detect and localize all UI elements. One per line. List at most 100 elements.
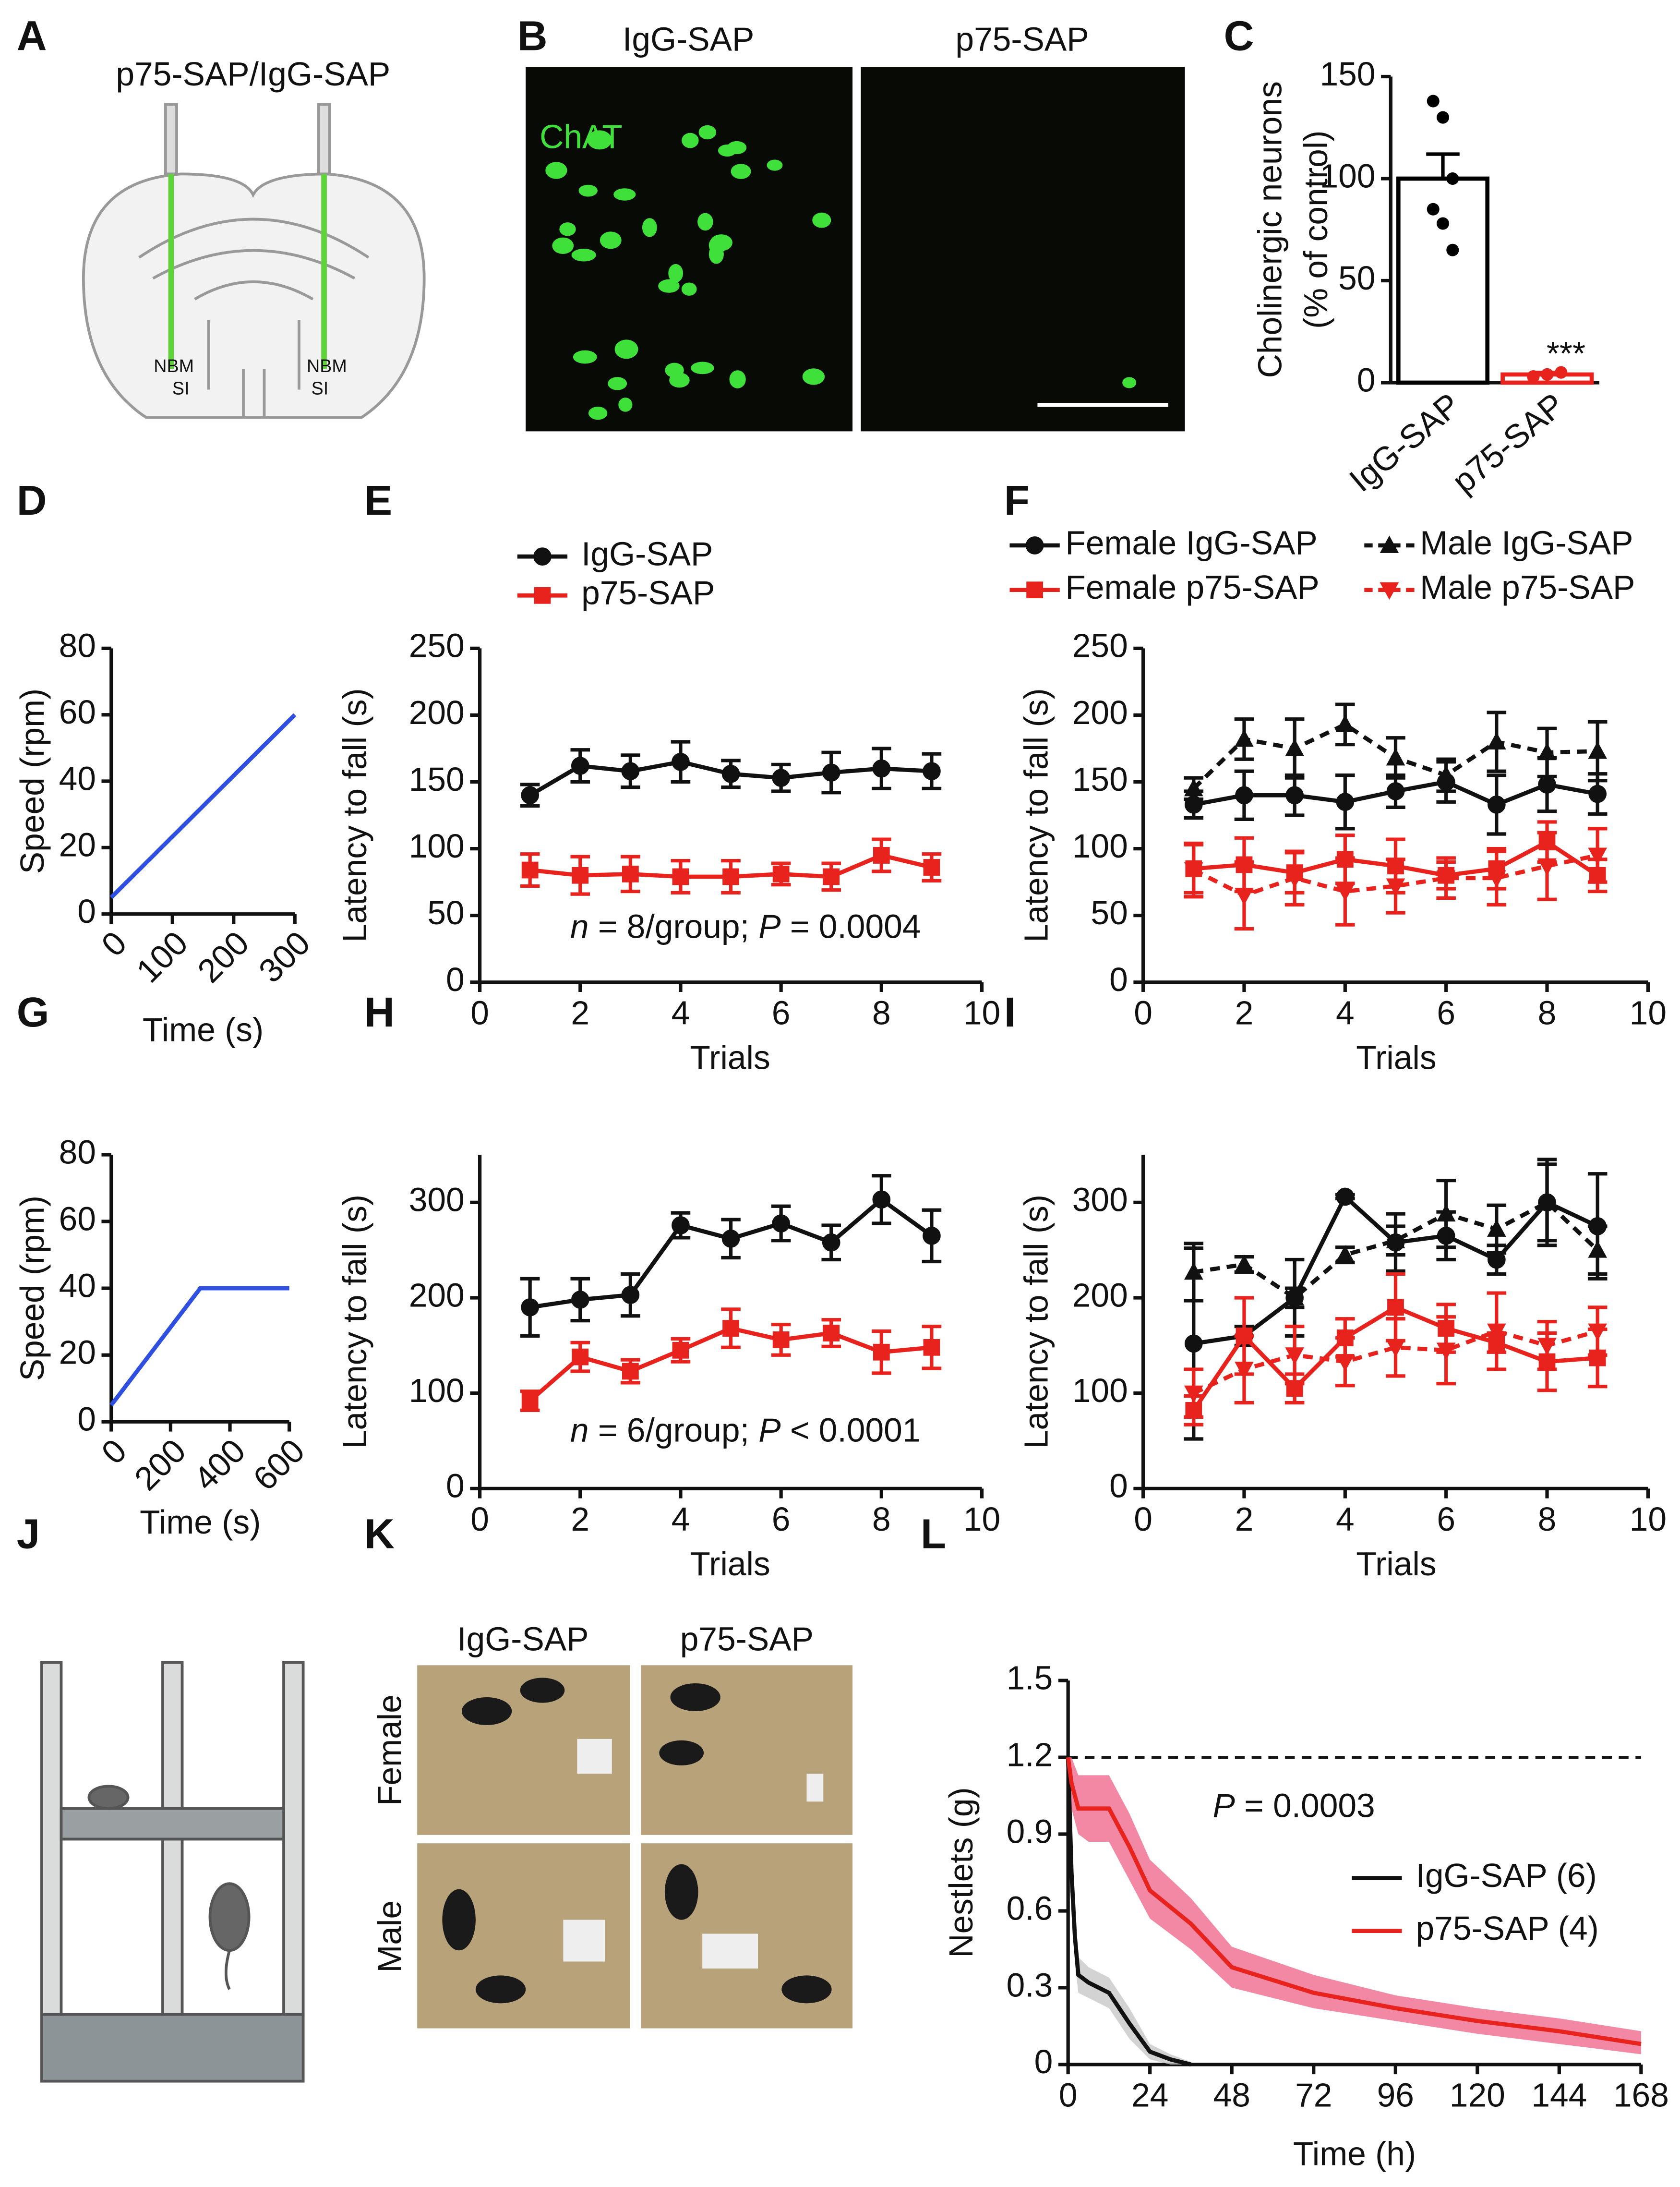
marker [923,1227,941,1245]
marker [521,786,540,805]
legend-label: Female p75-SAP [1065,568,1319,606]
marker [1588,785,1607,803]
y-tick-label: 100 [1072,1372,1128,1409]
y-tick-label: 200 [409,694,465,731]
y-axis-label: Speed (rpm) [13,1196,51,1381]
y-tick-label: 0 [77,893,96,930]
y-tick-label: 0 [1357,361,1376,399]
marker [1380,535,1399,553]
y-axis-label: Latency to fall (s) [336,1195,373,1449]
x-tick-label: 8 [872,994,891,1032]
cell [588,407,608,420]
panel-letter: L [921,1511,946,1558]
marker [1487,1219,1506,1237]
marker [1537,1192,1557,1210]
cell [718,144,737,157]
x-tick-label: 4 [1336,994,1355,1032]
cell [698,125,717,140]
column-label: IgG-SAP [457,1620,588,1657]
cell [559,222,576,236]
marker [1487,870,1506,888]
y-tick-label: 100 [409,1372,465,1409]
cell [708,244,724,264]
legend-label: Female IgG-SAP [1065,524,1317,561]
x-tick-label: 10 [963,994,1000,1032]
cell [608,377,627,390]
marker [1235,1255,1254,1272]
x-tick-label: 96 [1377,2077,1414,2114]
x-tick-label: 4 [672,1500,690,1538]
marker [923,762,941,781]
series-line [1066,1757,1192,2067]
marker [823,1325,840,1341]
cell [658,279,680,293]
x-tick-label: 10 [1630,1500,1667,1538]
y-tick-label: 0 [1034,2043,1053,2080]
panel-letter: G [17,989,49,1036]
data-point [1427,95,1440,108]
cell [681,282,697,296]
y-axis-label: Latency to fall (s) [1018,1195,1055,1449]
micrograph [861,67,1185,432]
legend-label: p75-SAP (4) [1416,1909,1599,1947]
y-tick-label: 50 [427,894,464,931]
x-tick-label: 2 [571,1500,589,1538]
cell [682,133,699,148]
x-tick-label: 300 [252,924,317,990]
marker [571,757,589,775]
marker [1386,878,1405,896]
error-bar [1426,152,1460,179]
marker [1184,862,1203,880]
x-tick-label: 0 [94,1432,133,1471]
y-tick-label: 80 [59,627,96,665]
marker [1386,748,1405,766]
annotation-part: < 0.0001 [781,1412,921,1449]
marker [1588,1323,1608,1341]
y-tick-label: 0 [77,1401,96,1438]
x-tick-label: 2 [1235,1500,1254,1538]
column-label: IgG-SAP [623,20,754,58]
marker [621,762,640,781]
marker [1235,1362,1254,1379]
cell [545,162,567,179]
marker [721,764,740,783]
y-tick-label: 0.9 [1007,1812,1053,1850]
series-line [1192,853,1598,898]
data-point [1541,368,1554,381]
region-label: SI [312,378,329,398]
marker [1026,581,1044,599]
x-tick-label: 8 [1538,1500,1557,1538]
legend-label: Male IgG-SAP [1420,524,1633,561]
annotation-part: P [758,908,780,945]
cell [697,213,713,231]
region-label: NBM [307,356,347,376]
y-tick-label: 60 [59,1200,96,1237]
x-tick-label: 6 [1437,994,1455,1032]
y-tick-label: 0 [446,961,465,998]
y-tick-label: 0.3 [1007,1966,1053,2004]
y-tick-label: 50 [1091,894,1128,931]
cell [767,159,783,171]
marker [1436,1342,1456,1360]
x-tick-label: 0 [1134,994,1152,1032]
marker [534,587,551,604]
x-tick-label: 6 [1437,1500,1455,1538]
cell [642,218,657,237]
y-tick-label: 200 [1072,694,1128,731]
marker [1386,782,1405,800]
x-axis-label: Trials [690,1545,770,1583]
marker [1487,1323,1506,1341]
y-tick-label: 40 [59,760,96,797]
marker [1387,1299,1404,1316]
panel-letter: I [1004,989,1016,1036]
x-tick-label: 0 [1134,1500,1152,1538]
marker [621,1286,640,1304]
x-tick-label: 10 [1630,994,1667,1032]
column-label: p75-SAP [955,20,1089,58]
marker [1184,778,1203,797]
panel-letter: H [364,989,395,1036]
region-label: SI [172,378,190,398]
column-label: p75-SAP [680,1620,814,1657]
annotation: n = 6/group; P < 0.0001 [570,1412,921,1449]
cell [802,368,825,385]
